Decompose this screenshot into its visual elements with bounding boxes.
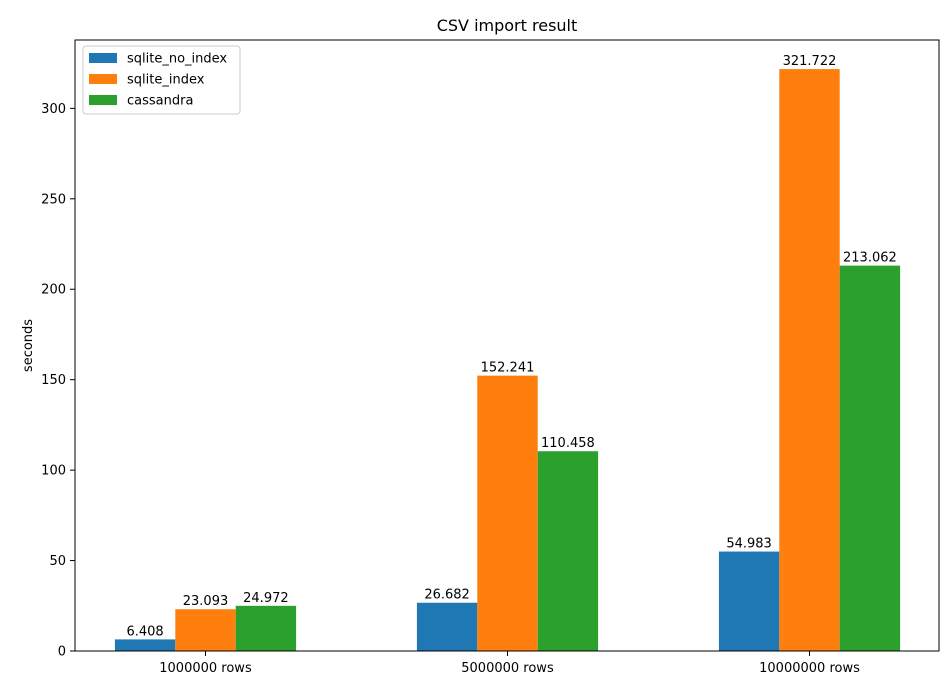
bar-value-label: 24.972 (243, 591, 289, 606)
y-tick-label: 250 (41, 192, 66, 207)
bar-cassandra-0 (235, 605, 297, 651)
bar-labels-group: 6.408 26.682 54.983 23.093 152.241 321.722 24.… (126, 54, 896, 639)
plot-frame (74, 39, 940, 652)
x-tick-label: 1000000 rows (159, 661, 252, 676)
bar-value-label: 23.093 (183, 594, 229, 609)
legend-label: sqlite_index (127, 73, 205, 88)
legend-label: sqlite_no_index (127, 52, 227, 67)
y-tick-label: 300 (41, 102, 66, 117)
legend-label: cassandra (127, 94, 193, 109)
bar-sqlite_index-0 (175, 609, 236, 651)
chart-title: CSV import result (437, 16, 578, 35)
y-tick-label: 150 (41, 373, 66, 388)
bar-value-label: 54.983 (726, 537, 772, 552)
y-tick-label: 50 (49, 554, 66, 569)
bar-sqlite_index-1 (477, 375, 538, 651)
bar-sqlite_no_index-2 (718, 551, 780, 651)
bar-cassandra-2 (839, 265, 901, 651)
y-tick-label: 0 (58, 645, 66, 660)
y-axis-label: seconds (21, 319, 36, 372)
x-axis-ticks: 1000000 rows 5000000 rows 10000000 rows (159, 651, 860, 676)
y-tick-label: 100 (41, 464, 66, 479)
y-tick-label: 200 (41, 283, 66, 298)
bar-value-label: 6.408 (126, 624, 163, 639)
x-tick-label: 10000000 rows (759, 661, 860, 676)
bar-cassandra-1 (537, 451, 599, 651)
bar-value-label: 213.062 (843, 251, 897, 266)
bars-group (114, 69, 901, 651)
bar-value-label: 321.722 (783, 54, 837, 69)
legend-swatch (89, 53, 117, 63)
bar-sqlite_index-2 (779, 69, 840, 651)
bar-value-label: 26.682 (424, 588, 470, 603)
bar-value-label: 152.241 (481, 361, 535, 376)
legend-swatch (89, 74, 117, 84)
bar-value-label: 110.458 (541, 436, 595, 451)
legend-box (82, 45, 241, 115)
bar-sqlite_no_index-0 (114, 639, 176, 651)
x-tick-label: 5000000 rows (461, 661, 554, 676)
legend-swatch (89, 95, 117, 105)
y-axis-ticks: 0 50 100 150 200 250 300 (41, 102, 75, 660)
bar-sqlite_no_index-1 (416, 602, 478, 651)
legend: sqlite_no_index sqlite_index cassandra (82, 45, 241, 115)
